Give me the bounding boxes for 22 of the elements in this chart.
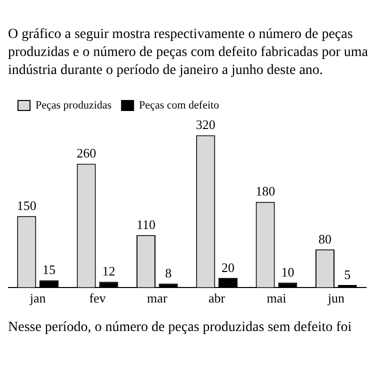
x-tick-label: abr bbox=[208, 290, 226, 306]
data-label: 10 bbox=[281, 264, 294, 280]
data-label: 320 bbox=[196, 117, 216, 132]
x-tick-label: mai bbox=[266, 290, 287, 306]
data-label: 8 bbox=[165, 266, 172, 281]
data-label: 110 bbox=[136, 217, 156, 232]
text: Nesse período, o número de peças produzidas sem defeito foi bbox=[8, 319, 353, 337]
chart-title: O gráfico a seguir mostra respectivamente o número de peças produzidas e o número de peças com defeito fabricadas por uma indústria durante o período de janeiro a junho deste ano. bbox=[8, 26, 369, 80]
data-label: 5 bbox=[344, 266, 351, 282]
x-tick-label: jan bbox=[28, 290, 46, 306]
data-label: 12 bbox=[102, 264, 116, 279]
data-label: 260 bbox=[76, 146, 96, 161]
data-label: 80 bbox=[318, 231, 332, 246]
legend-label: Peças com defeito bbox=[139, 99, 220, 112]
x-tick-label: jun bbox=[326, 290, 345, 306]
x-tick-label: fev bbox=[89, 290, 106, 306]
x-tick-label: mar bbox=[147, 290, 168, 306]
legend-label: Peças produzidas bbox=[36, 99, 112, 112]
data-label: 20 bbox=[222, 260, 235, 275]
data-label: 180 bbox=[256, 184, 276, 199]
data-label: 150 bbox=[16, 198, 36, 214]
data-label: 15 bbox=[42, 262, 56, 278]
